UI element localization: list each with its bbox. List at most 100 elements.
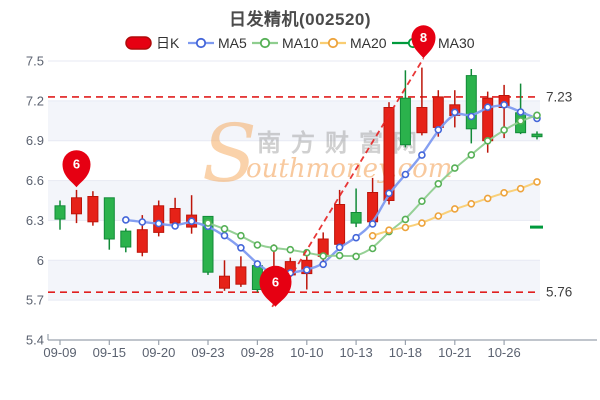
ma20-marker	[483, 194, 492, 203]
reference-label: 7.23	[546, 89, 572, 104]
candle-body	[54, 205, 66, 220]
ma10-marker	[434, 180, 443, 188]
x-axis-label: 09-15	[93, 345, 126, 360]
ma5-marker	[138, 218, 147, 226]
ma20-marker	[467, 200, 476, 208]
ma5-marker	[467, 112, 476, 121]
ma5-marker	[385, 189, 393, 198]
candle-body	[87, 196, 99, 223]
candle-body	[136, 229, 148, 253]
ma10-marker	[270, 244, 278, 252]
ma10-marker	[401, 215, 410, 224]
reference-label: 5.76	[546, 285, 572, 300]
candle-body	[153, 205, 165, 233]
y-axis-label: 6	[37, 253, 44, 268]
ma20-legend-marker	[320, 37, 346, 49]
x-axis-label: 09-28	[241, 345, 274, 360]
ma10-marker	[533, 111, 541, 120]
ma10-marker	[204, 219, 212, 227]
ma5-marker	[450, 108, 459, 117]
candle-body	[202, 215, 214, 273]
ma5-marker	[220, 231, 229, 240]
ma5-marker	[286, 269, 295, 277]
candle-body	[120, 230, 132, 248]
ma5-marker	[418, 151, 426, 159]
plot-stripe	[48, 180, 540, 221]
ma20-marker	[434, 212, 443, 220]
watermark-s: S	[202, 107, 257, 200]
ma20-marker	[450, 205, 459, 213]
legend-label: MA10	[282, 35, 319, 51]
ma5-marker	[483, 103, 492, 111]
legend-item-ma10[interactable]: MA10	[252, 34, 319, 52]
ma5-marker	[154, 219, 163, 228]
x-axis-label: 10-21	[438, 345, 471, 360]
ma5-marker	[253, 260, 262, 268]
ma20-marker	[368, 232, 377, 240]
x-axis-label: 10-10	[290, 345, 323, 360]
ma10-marker	[319, 252, 328, 260]
legend-item-ma5[interactable]: MA5	[188, 34, 247, 52]
x-axis-label: 09-09	[43, 345, 76, 360]
candle-body	[103, 197, 115, 240]
candle-body	[531, 133, 543, 138]
ma5-marker	[434, 126, 443, 134]
ma20-marker	[533, 178, 541, 186]
ma5-marker	[368, 220, 377, 228]
legend-label: MA30	[438, 35, 475, 51]
y-axis-label: 6.3	[26, 213, 44, 228]
ma10-marker	[237, 231, 245, 240]
candle-body	[219, 275, 230, 289]
candle-body	[416, 107, 428, 134]
ma10-marker	[450, 164, 459, 172]
y-axis-label: 7.5	[26, 54, 44, 69]
ma20-marker	[385, 226, 393, 234]
candle-body	[334, 204, 346, 245]
legend-item-日k[interactable]: 日K	[125, 34, 179, 52]
legend-item-ma20[interactable]: MA20	[320, 34, 387, 52]
candle-body	[350, 212, 362, 224]
y-axis-label: 6.9	[26, 133, 44, 148]
ma20-marker	[516, 184, 525, 193]
trendline	[271, 57, 425, 308]
ma10-marker	[286, 245, 295, 254]
ma5-marker	[270, 271, 278, 280]
x-axis-label: 09-23	[191, 345, 224, 360]
candle-body	[383, 107, 395, 201]
y-axis-label: 7.2	[26, 93, 44, 108]
legend-item-ma30[interactable]: MA30	[392, 34, 475, 52]
ma10-marker	[483, 137, 492, 145]
ma5-legend-marker	[188, 37, 214, 49]
chart-legend: 日K MA5 MA10 MA20 MA30	[0, 34, 600, 54]
ma5-marker	[171, 222, 179, 230]
candle-body	[169, 208, 181, 224]
ma10-marker	[516, 117, 525, 125]
ma20-marker	[418, 219, 426, 227]
ma5-marker	[516, 108, 525, 116]
ma10-marker	[368, 244, 377, 253]
legend-label: 日K	[156, 35, 180, 51]
ma10-marker	[352, 252, 360, 261]
ma10-marker	[253, 241, 262, 249]
legend-label: MA5	[218, 35, 247, 51]
ma10-legend-marker	[252, 37, 278, 49]
candle-body	[235, 266, 247, 285]
chart-title: 日发精机(002520)	[228, 10, 372, 29]
ma5-marker	[352, 233, 360, 242]
candle-body	[71, 197, 82, 215]
ma10-marker	[335, 251, 344, 260]
legend-label: MA20	[350, 35, 387, 51]
ma5-marker	[401, 170, 410, 179]
ma10-marker	[418, 197, 426, 205]
ma10-marker	[220, 225, 229, 233]
y-axis-label: 5.7	[26, 293, 44, 308]
ma5-marker	[122, 216, 130, 224]
ma10-marker	[500, 126, 508, 134]
ma5-marker	[187, 217, 196, 225]
ma5-marker	[237, 244, 245, 252]
kline-legend-swatch	[125, 36, 152, 50]
ma30-legend-marker	[392, 37, 434, 49]
candle-body	[399, 97, 411, 146]
candle-body	[251, 265, 263, 291]
